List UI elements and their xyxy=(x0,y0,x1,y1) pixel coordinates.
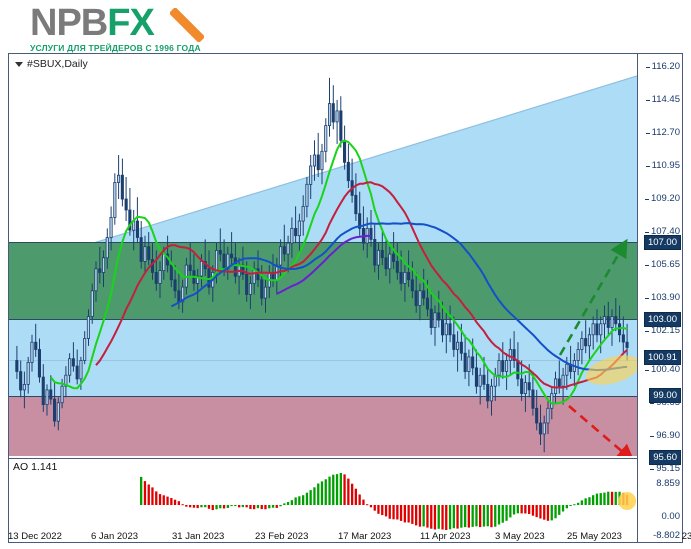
logo-x-orange-icon xyxy=(170,8,204,42)
indicator-pane[interactable]: AO 1.141 xyxy=(9,458,682,542)
date-axis: 13 Dec 2022 6 Jan 2023 31 Jan 2023 23 Fe… xyxy=(8,528,691,548)
logo: NPBFX УСЛУГИ ДЛЯ ТРЕЙДЕРОВ С 1996 ГОДА xyxy=(30,2,204,53)
logo-tagline: УСЛУГИ ДЛЯ ТРЕЙДЕРОВ С 1996 ГОДА xyxy=(30,43,201,53)
axis-tick-label: 107.40 xyxy=(644,226,680,237)
logo-x-text: X xyxy=(129,2,154,44)
axis-tick-label: 98.65 xyxy=(650,397,680,408)
axis-tick-label: 103.90 xyxy=(644,292,680,303)
axis-highlight-103: 103.00 xyxy=(643,312,681,327)
ao-histogram xyxy=(140,473,637,530)
axis-tick-label: 114.45 xyxy=(645,94,680,105)
logo-f-text: F xyxy=(107,2,130,44)
forecast-arrows xyxy=(558,238,635,456)
axis-tick-label: 109.20 xyxy=(644,193,680,204)
date-label: 23 Feb 2023 xyxy=(255,531,309,542)
axis-tick-label: 116.20 xyxy=(645,61,680,72)
symbol-label: #SBUX,Daily xyxy=(27,58,88,70)
bullish-arrow xyxy=(558,238,628,356)
date-label: 3 May 2023 xyxy=(495,531,545,542)
zone-line-107 xyxy=(9,242,637,243)
chevron-down-icon[interactable] xyxy=(15,61,23,67)
symbol-label-group[interactable]: #SBUX,Daily xyxy=(15,58,88,70)
axis-tick-label: 102.15 xyxy=(644,325,680,336)
current-price-line xyxy=(9,360,637,361)
indicator-axis-max: 8.859 xyxy=(656,478,680,489)
zone-line-103 xyxy=(9,319,637,320)
date-label: 31 Jan 2023 xyxy=(172,531,225,542)
indicator-axis-zero: 0.00 xyxy=(661,511,681,522)
date-label: 11 Apr 2023 xyxy=(420,531,471,542)
date-label: 25 May 2023 xyxy=(567,531,622,542)
axis-tick-label: 100.40 xyxy=(644,364,680,375)
ma-convergence-highlight xyxy=(585,355,637,385)
price-axis[interactable]: 116.20 114.45 112.70 110.95 109.20 107.4… xyxy=(637,54,682,542)
price-pane[interactable]: #SBUX,Daily xyxy=(9,54,682,456)
zone-line-99 xyxy=(9,396,637,397)
axis-tick-label: 96.90 xyxy=(650,430,680,441)
axis-highlight-9560: 95.60 xyxy=(649,450,681,465)
axis-tick-label: 110.95 xyxy=(645,160,680,171)
logo-wordmark: NPBFX xyxy=(30,2,204,44)
indicator-label: AO 1.141 xyxy=(13,461,58,473)
axis-highlight-107: 107.00 xyxy=(643,235,681,250)
indicator-axis-min: -8.802 xyxy=(653,530,680,541)
price-series-svg xyxy=(15,77,629,453)
axis-tick-label: 105.65 xyxy=(644,259,680,270)
date-label: 6 Jan 2023 xyxy=(91,531,139,542)
logo-npb-text: NPB xyxy=(30,2,108,44)
axis-highlight-99: 99.00 xyxy=(649,388,681,403)
axis-highlight-current: 100.91 xyxy=(643,350,681,365)
axis-tick-label: 95.15 xyxy=(650,463,680,474)
bearish-arrow xyxy=(568,405,635,456)
date-label: 13 Dec 2022 xyxy=(8,531,62,542)
date-label: 17 Mar 2023 xyxy=(338,531,392,542)
brand-header: NPBFX УСЛУГИ ДЛЯ ТРЕЙДЕРОВ С 1996 ГОДА xyxy=(0,0,691,53)
axis-tick-label: 112.70 xyxy=(645,127,680,138)
chart-window[interactable]: #SBUX,Daily AO 1.141 116.20 114.45 112.7… xyxy=(8,53,683,543)
